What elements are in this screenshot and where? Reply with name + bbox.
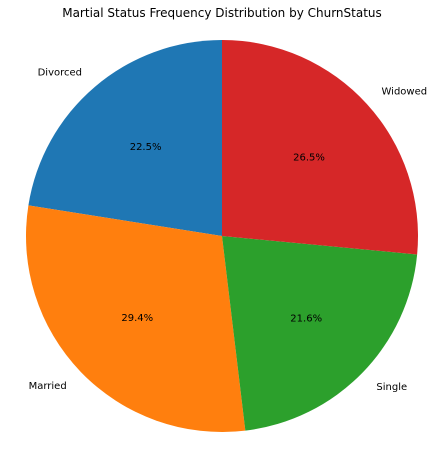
pie-slice-married [25, 205, 246, 432]
slice-category-label: Widowed [382, 86, 428, 97]
slice-category-label: Divorced [38, 68, 82, 79]
pie-labels: 22.5% Divorced 29.4% Married 21.6% Single 26.5… [29, 68, 427, 393]
slice-percent-label: 21.6% [290, 314, 322, 325]
pie-slice-widowed [222, 40, 419, 255]
pie-slice-single [222, 236, 418, 431]
slice-percent-label: 29.4% [121, 313, 153, 324]
pie-slice-divorced [28, 40, 222, 236]
slice-category-label: Married [29, 381, 67, 392]
slice-percent-label: 22.5% [130, 142, 162, 153]
slice-category-label: Single [376, 382, 407, 393]
pie-slices [25, 40, 419, 432]
chart-title: Martial Status Frequency Distribution by… [62, 6, 382, 20]
slice-percent-label: 26.5% [293, 152, 325, 163]
